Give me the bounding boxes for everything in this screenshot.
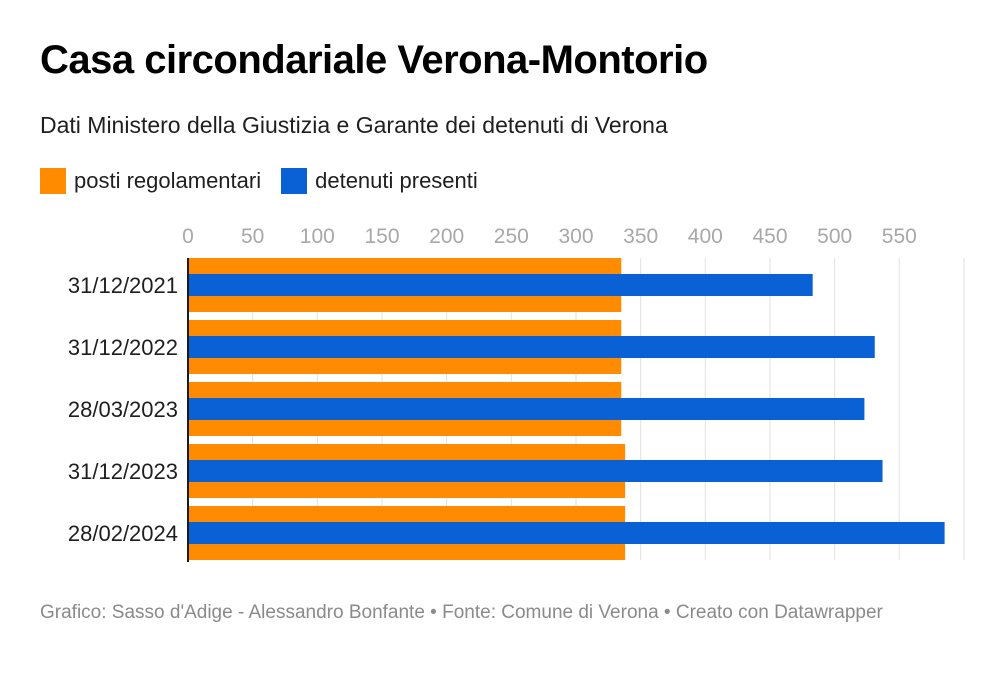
legend-item-posti: posti regolamentari <box>40 168 261 194</box>
x-tick-label-300: 300 <box>558 225 593 248</box>
x-tick-label-500: 500 <box>817 225 852 248</box>
bar-detenuti-3 <box>188 460 883 482</box>
category-label-4: 28/02/2024 <box>68 521 178 546</box>
chart-subtitle: Dati Ministero della Giustizia e Garante… <box>40 112 668 138</box>
x-tick-label-100: 100 <box>300 225 335 248</box>
bar-detenuti-0 <box>188 274 813 296</box>
x-tick-label-0: 0 <box>182 225 194 248</box>
x-tick-label-450: 450 <box>752 225 787 248</box>
x-tick-label-550: 550 <box>882 225 917 248</box>
legend: posti regolamentari detenuti presenti <box>40 167 498 195</box>
legend-label-posti: posti regolamentari <box>74 168 262 193</box>
bar-detenuti-4 <box>188 522 945 544</box>
footer-credit: Grafico: Sasso d'Adige - Alessandro Bonf… <box>40 602 883 623</box>
bar-detenuti-2 <box>188 398 865 420</box>
legend-swatch-posti <box>40 168 66 194</box>
category-label-2: 28/03/2023 <box>68 397 178 422</box>
x-tick-label-200: 200 <box>429 225 464 248</box>
category-label-3: 31/12/2023 <box>68 459 178 484</box>
legend-swatch-detenuti <box>281 168 308 194</box>
category-label-1: 31/12/2022 <box>68 335 178 360</box>
category-label-0: 31/12/2021 <box>68 273 178 298</box>
x-tick-label-150: 150 <box>364 225 399 248</box>
x-tick-label-50: 50 <box>241 225 264 248</box>
x-tick-label-400: 400 <box>688 225 723 248</box>
bar-detenuti-1 <box>188 336 875 358</box>
x-tick-label-350: 350 <box>623 225 658 248</box>
legend-item-detenuti: detenuti presenti <box>281 168 478 194</box>
x-tick-label-250: 250 <box>494 225 529 248</box>
legend-label-detenuti: detenuti presenti <box>315 168 478 193</box>
chart-title: Casa circondariale Verona-Montorio <box>40 38 708 82</box>
